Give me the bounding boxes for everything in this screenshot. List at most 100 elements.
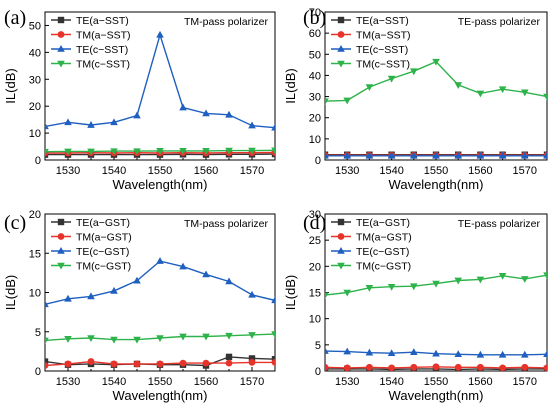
data-point (476, 151, 485, 159)
legend-entry: TM(a−GST) (76, 232, 132, 244)
data-point (133, 111, 141, 119)
x-tick-label: 1570 (513, 165, 537, 177)
x-tick-label: 1570 (240, 165, 264, 177)
data-point (87, 292, 95, 300)
data-point (225, 332, 233, 340)
data-point (387, 349, 396, 357)
data-point (543, 272, 547, 280)
data-point (248, 290, 256, 298)
data-point (521, 276, 529, 283)
data-point (87, 358, 95, 365)
data-point (410, 68, 418, 76)
data-point (365, 348, 374, 356)
x-axis-label: Wavelength(nm) (113, 388, 208, 403)
data-point (271, 356, 275, 363)
x-tick-label: 1530 (56, 165, 80, 177)
legend-marker (337, 247, 345, 254)
data-point (410, 363, 418, 371)
legend-entry: TE(c−GST) (76, 246, 129, 258)
data-point (388, 364, 395, 371)
legend-entry: TM(c−SST) (356, 59, 410, 71)
y-tick-label: 5 (315, 340, 321, 352)
legend-marker (337, 218, 345, 226)
data-point (476, 276, 485, 284)
y-tick-label: 20 (29, 101, 41, 113)
data-point (133, 148, 141, 156)
data-point (325, 151, 329, 159)
data-point (133, 276, 141, 284)
data-point (543, 364, 547, 371)
x-axis-label: Wavelength(nm) (389, 177, 484, 192)
legend: TE(a−SST) TM(a−SST) TE(c−SST) TM(c−SST) (51, 15, 131, 71)
data-point (133, 336, 141, 344)
series-group (45, 30, 275, 158)
data-point (225, 277, 233, 285)
data-point (454, 350, 462, 358)
data-point (202, 359, 210, 367)
legend-marker (337, 262, 345, 270)
data-point (498, 350, 507, 358)
data-point (410, 151, 418, 159)
x-tick-label: 1560 (468, 376, 492, 388)
x-axis-label: Wavelength(nm) (389, 388, 484, 403)
legend-entry: TE(a−GST) (356, 217, 410, 229)
y-tick-label: 10 (309, 134, 321, 146)
data-point (45, 337, 49, 345)
data-point (87, 148, 95, 156)
data-point (156, 257, 164, 264)
y-tick-label: 25 (309, 235, 321, 247)
data-point (64, 118, 72, 126)
data-point (248, 332, 256, 339)
x-tick-label: 1570 (513, 376, 537, 388)
data-point (543, 151, 547, 159)
data-point (248, 355, 256, 362)
data-point (365, 151, 374, 159)
y-tick-label: 20 (29, 209, 41, 221)
data-point (248, 147, 256, 155)
data-point (271, 147, 275, 155)
legend-marker (57, 247, 65, 254)
chart-panel-3: 1530 1540 1550 1560 1570 0 5 10 15 20 Wavelength(n… (3, 209, 276, 403)
x-tick-label: 1530 (335, 165, 359, 177)
y-tick-label: 50 (309, 49, 321, 61)
data-point (343, 347, 351, 355)
legend-entry: TE(a−SST) (76, 15, 129, 27)
y-tick-label: 10 (309, 314, 321, 326)
data-point (410, 283, 418, 291)
x-tick-label: 1560 (194, 376, 218, 388)
legend-marker (57, 218, 65, 226)
data-point (45, 362, 49, 369)
data-point (271, 296, 275, 304)
legend: TE(a−SST) TM(a−SST) TE(c−SST) TM(c−SST) (331, 15, 411, 71)
chart-panel-1: 1530 1540 1550 1560 1570 0 10 20 30 40 50 Wavelengt… (3, 7, 276, 192)
y-tick-label: 70 (309, 7, 321, 19)
data-point (202, 109, 210, 117)
polarizer-annotation: TE-pass polarizer (458, 218, 541, 230)
data-point (45, 358, 49, 365)
chart-panel-2: 1530 1540 1550 1560 1570 0 10 20 30 40 50 60 70 Wavel… (283, 7, 548, 192)
x-tick-label: 1540 (379, 165, 403, 177)
legend-marker (57, 60, 65, 68)
data-point (156, 30, 164, 38)
x-tick-label: 1550 (424, 376, 448, 388)
legend-marker (57, 233, 65, 240)
data-point (498, 86, 507, 94)
data-point (110, 148, 118, 156)
legend-marker (337, 31, 345, 38)
data-point (343, 289, 351, 297)
data-point (325, 98, 329, 106)
data-point (387, 283, 396, 291)
series-group (325, 272, 547, 371)
polarizer-annotation: TM-pass polarizer (184, 218, 269, 230)
series-group (325, 58, 547, 159)
y-tick-label: 50 (29, 20, 41, 32)
legend-marker (337, 16, 345, 24)
y-axis-label: IL(dB) (3, 68, 18, 103)
y-tick-label: 20 (309, 261, 321, 273)
data-point (365, 84, 374, 92)
y-tick-label: 30 (309, 92, 321, 104)
data-point (64, 360, 72, 368)
data-point (521, 363, 529, 371)
series-group (45, 257, 275, 369)
chart-panel-4: 1530 1540 1550 1560 1570 0 5 10 15 20 25 30 Waveleng… (283, 209, 548, 403)
